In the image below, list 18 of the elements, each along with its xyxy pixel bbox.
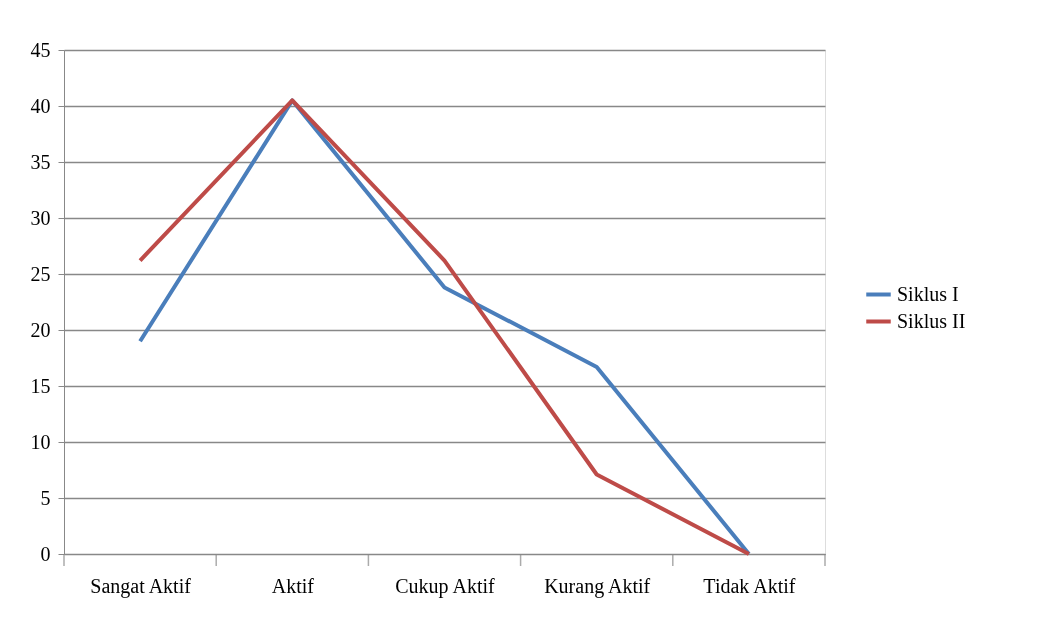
x-tick-label: Cukup Aktif — [395, 574, 496, 598]
x-tick-label: Tidak Aktif — [703, 574, 796, 597]
legend-label: Siklus II — [897, 309, 966, 332]
y-tick-label: 15 — [30, 374, 51, 397]
x-tick-label: Sangat Aktif — [90, 574, 192, 598]
y-tick-label: 40 — [30, 94, 51, 117]
legend-label: Siklus I — [897, 282, 959, 305]
y-tick-label: 45 — [30, 38, 51, 61]
x-tick-label: Kurang Aktif — [544, 574, 651, 598]
y-tick-label: 5 — [40, 486, 51, 509]
y-tick-label: 30 — [30, 206, 51, 229]
y-tick-label: 25 — [30, 262, 51, 285]
y-tick-label: 0 — [40, 542, 51, 565]
x-tick-label: Aktif — [271, 574, 315, 597]
y-tick-label: 10 — [30, 430, 51, 453]
line-series — [138, 98, 751, 556]
y-tick-label: 35 — [30, 150, 51, 173]
y-tick-label: 20 — [30, 318, 51, 341]
